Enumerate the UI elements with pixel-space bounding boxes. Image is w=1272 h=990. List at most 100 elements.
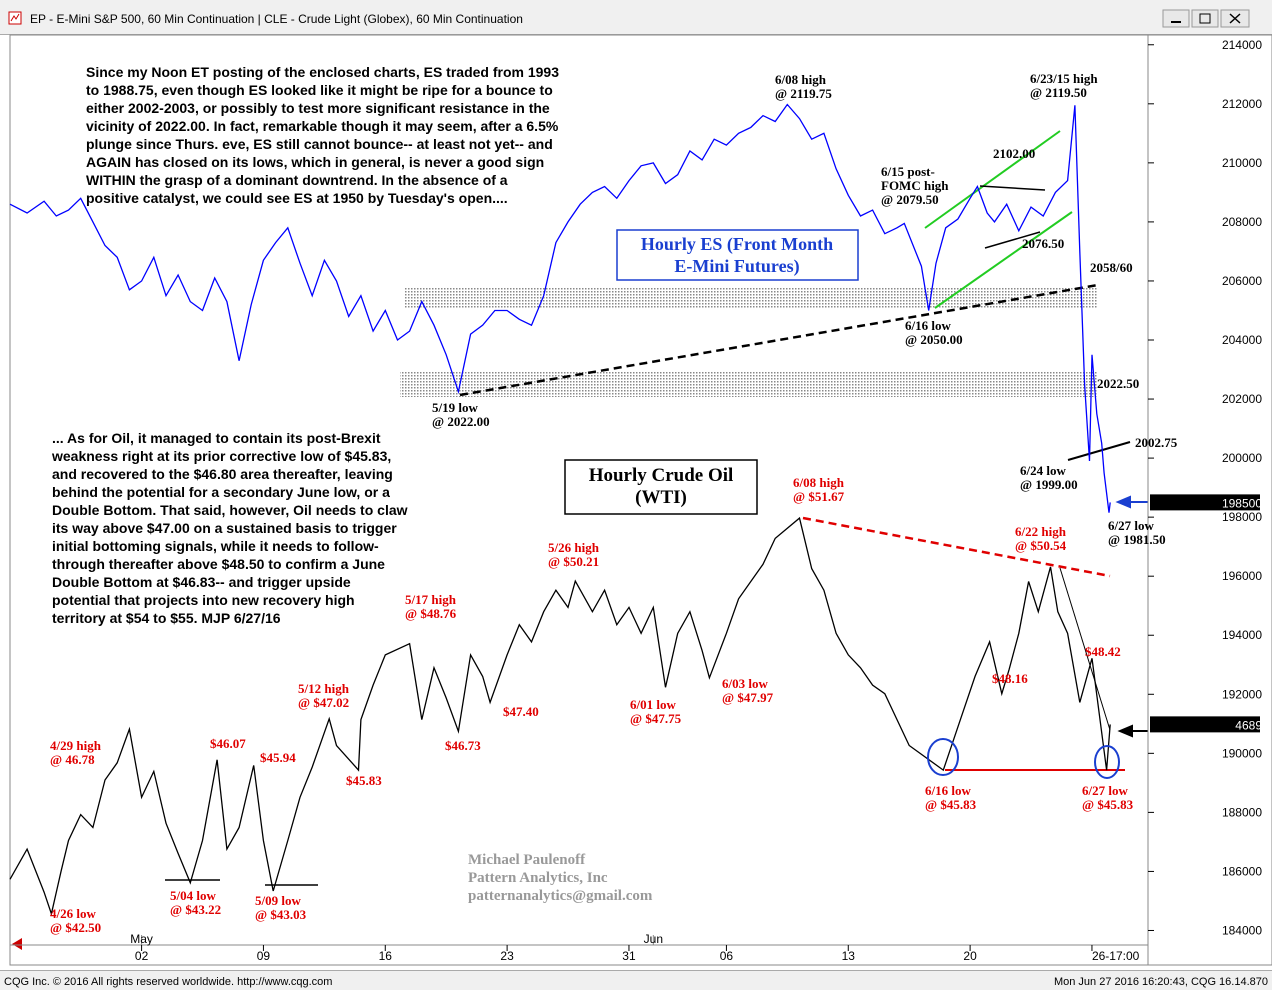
window-buttons[interactable] — [1162, 9, 1252, 29]
x-tick-label: 16 — [379, 949, 393, 963]
price-line — [9, 103, 1111, 513]
price-line — [9, 516, 1111, 917]
annotation: 6/27 low — [1082, 783, 1128, 798]
annotation: $45.94 — [260, 750, 296, 765]
y-tick-label: 208000 — [1222, 215, 1262, 229]
scroll-left[interactable] — [12, 938, 22, 950]
series-label: Hourly Crude Oil — [589, 465, 734, 486]
text-line: through thereafter above $48.50 to confi… — [52, 556, 385, 572]
annotation: 2058/60 — [1090, 260, 1133, 275]
annotation: $46.07 — [210, 736, 246, 751]
es-commentary: Since my Noon ET posting of the enclosed… — [86, 63, 559, 207]
text-line: territory at $54 to $55. MJP 6/27/16 — [52, 610, 281, 626]
annotation: 4/26 low — [50, 906, 96, 921]
trendline — [984, 231, 1041, 249]
annotation: @ $45.83 — [1082, 797, 1134, 812]
y-tick-label: 196000 — [1222, 569, 1262, 583]
text-line: Since my Noon ET posting of the enclosed… — [86, 64, 559, 80]
annotation: $48.16 — [992, 671, 1028, 686]
minimize-button[interactable] — [1162, 9, 1190, 28]
text-line: behind the potential for a secondary Jun… — [52, 484, 390, 500]
watermark: Pattern Analytics, Inc — [468, 870, 608, 886]
window-title: EP - E-Mini S&P 500, 60 Min Continuation… — [30, 12, 523, 26]
series-label: E-Mini Futures) — [674, 256, 799, 277]
y-tick-label: 188000 — [1222, 805, 1262, 819]
annotation: $46.73 — [445, 738, 481, 753]
annotation: 2076.50 — [1022, 236, 1064, 251]
annotation: @ $48.76 — [405, 606, 457, 621]
trendline — [979, 185, 1046, 191]
trendline — [459, 283, 1099, 397]
status-bar: CQG Inc. © 2016 All rights reserved worl… — [0, 970, 1272, 990]
y-tick-label: 190000 — [1222, 746, 1262, 760]
y-tick-label: 206000 — [1222, 274, 1262, 288]
oil-commentary: ... As for Oil, it managed to contain it… — [52, 429, 408, 627]
annotation: @ $43.22 — [170, 902, 221, 917]
x-tick-label: 23 — [500, 949, 514, 963]
label-box — [616, 229, 859, 281]
annotation: 6/15 post- — [881, 164, 935, 179]
trendline — [802, 516, 1111, 578]
annotation: 4/29 high — [50, 738, 102, 753]
annotation: 5/26 high — [548, 540, 600, 555]
annotation: 6/24 low — [1020, 463, 1066, 478]
app-icon — [8, 11, 22, 25]
text-line: Double Bottom. That said, however, Oil n… — [52, 502, 408, 518]
annotation: 6/22 high — [1015, 524, 1067, 539]
annotation: 6/27 low — [1108, 518, 1154, 533]
annotation: 6/08 high — [793, 475, 845, 490]
x-tick-label: 31 — [622, 949, 636, 963]
label-box — [564, 459, 758, 515]
annotation: 6/03 low — [722, 676, 768, 691]
annotation: 2022.50 — [1097, 376, 1139, 391]
text-line: weakness right at its prior corrective l… — [52, 448, 392, 464]
annotation: FOMC high — [881, 178, 949, 193]
y-tick-label: 184000 — [1222, 923, 1262, 937]
text-line: either 2002-2003, or possibly to test mo… — [86, 100, 550, 116]
last-price: 198500 — [1222, 496, 1262, 510]
text-line: AGAIN has closed on its lows, which in g… — [86, 154, 545, 170]
x-tick-label: 02 — [135, 949, 149, 963]
annotation: @ $51.67 — [793, 489, 845, 504]
annotation: $48.42 — [1085, 644, 1121, 659]
annotation: 5/17 high — [405, 592, 457, 607]
text-line: Double Bottom at $46.83-- and trigger up… — [52, 574, 351, 590]
last-price: 4689 — [1235, 718, 1262, 732]
y-tick-label: 186000 — [1222, 864, 1262, 878]
annotation: 5/19 low — [432, 400, 478, 415]
x-tick-label: 26-17:00 — [1092, 949, 1140, 963]
channel-line — [924, 130, 1061, 229]
y-tick-label: 204000 — [1222, 333, 1262, 347]
last-price-box — [1150, 716, 1260, 733]
y-tick-label: 198000 — [1222, 510, 1262, 524]
annotation: 5/04 low — [170, 888, 216, 903]
y-tick-label: 212000 — [1222, 97, 1262, 111]
text-line: its way above $47.00 on a sustained basi… — [52, 520, 397, 536]
x-tick-label: 13 — [842, 949, 856, 963]
series-label: Hourly ES (Front Month — [641, 234, 833, 255]
text-line: plunge since Thurs. eve, ES still cannot… — [86, 136, 553, 152]
annotation: @ $50.54 — [1015, 538, 1067, 553]
text-line: positive catalyst, we could see ES at 19… — [86, 190, 508, 206]
maximize-button[interactable] — [1191, 9, 1219, 28]
annotation: 2002.75 — [1135, 435, 1178, 450]
annotation: 6/23/15 high — [1030, 71, 1098, 86]
y-tick-label: 210000 — [1222, 156, 1262, 170]
y-tick-label: 202000 — [1222, 392, 1262, 406]
annotation: @ 2050.00 — [905, 332, 963, 347]
trendline — [1059, 567, 1111, 731]
copyright: CQG Inc. © 2016 All rights reserved worl… — [4, 976, 333, 988]
y-tick-label: 194000 — [1222, 628, 1262, 642]
text-line: initial bottoming signals, while it need… — [52, 538, 379, 554]
annotation: @ $43.03 — [255, 907, 307, 922]
x-tick-label: 20 — [963, 949, 977, 963]
text-line: vicinity of 2022.00. In fact, remarkable… — [86, 118, 559, 134]
annotation: 6/16 low — [925, 783, 971, 798]
text-line: WITHIN the grasp of a dominant downtrend… — [86, 172, 508, 188]
watermark: patternanalytics@gmail.com — [468, 888, 653, 904]
annotation: @ $47.02 — [298, 695, 349, 710]
annotation: @ $42.50 — [50, 920, 101, 935]
annotation: @ $45.83 — [925, 797, 977, 812]
text-line: and recovered to the $46.80 area thereaf… — [52, 466, 393, 482]
annotation: 6/08 high — [775, 72, 827, 87]
